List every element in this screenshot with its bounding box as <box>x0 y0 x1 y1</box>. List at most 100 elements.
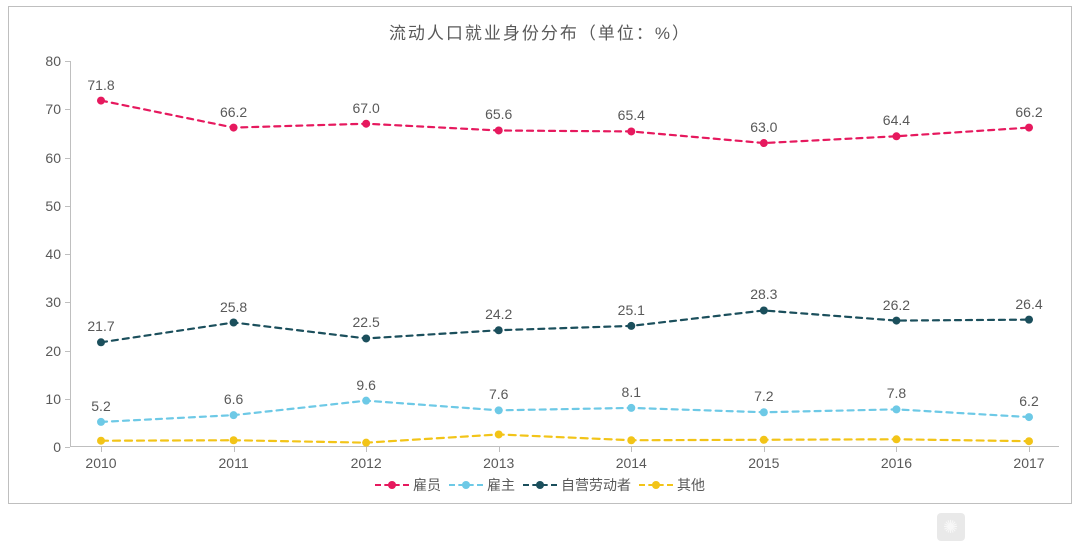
y-tick <box>65 206 70 207</box>
x-tick-label: 2015 <box>748 455 779 471</box>
x-tick-label: 2016 <box>881 455 912 471</box>
y-tick <box>65 447 70 448</box>
data-point <box>230 319 238 327</box>
y-tick-label: 40 <box>27 246 61 262</box>
data-point <box>495 326 503 334</box>
data-point <box>495 406 503 414</box>
data-point <box>97 418 105 426</box>
legend-swatch <box>449 478 483 492</box>
data-point <box>362 334 370 342</box>
data-label: 24.2 <box>485 306 512 322</box>
data-label: 5.2 <box>91 398 110 414</box>
data-label: 63.0 <box>750 119 777 135</box>
data-point <box>892 435 900 443</box>
data-label: 67.0 <box>353 100 380 116</box>
data-label: 7.6 <box>489 386 508 402</box>
y-tick-label: 80 <box>27 53 61 69</box>
data-point <box>760 436 768 444</box>
watermark-text: 城市数据派 <box>973 514 1068 540</box>
legend-swatch <box>523 478 557 492</box>
x-tick-label: 2012 <box>351 455 382 471</box>
y-tick-label: 70 <box>27 101 61 117</box>
legend-label: 雇员 <box>413 475 441 495</box>
data-point <box>230 436 238 444</box>
series-line <box>101 310 1029 342</box>
data-label: 6.2 <box>1019 393 1038 409</box>
data-point <box>362 120 370 128</box>
x-tick-label: 2014 <box>616 455 647 471</box>
x-tick <box>631 447 632 452</box>
x-tick <box>764 447 765 452</box>
data-point <box>892 132 900 140</box>
data-point <box>230 411 238 419</box>
y-tick-label: 0 <box>27 439 61 455</box>
legend-swatch <box>639 478 673 492</box>
data-point <box>495 126 503 134</box>
x-tick-label: 2017 <box>1013 455 1044 471</box>
y-tick <box>65 61 70 62</box>
data-point <box>627 404 635 412</box>
legend-item: 雇员 <box>375 475 441 495</box>
y-tick <box>65 302 70 303</box>
x-tick-label: 2013 <box>483 455 514 471</box>
legend-label: 自营劳动者 <box>561 475 631 495</box>
x-tick <box>101 447 102 452</box>
data-point <box>97 437 105 445</box>
legend-label: 其他 <box>677 475 705 495</box>
data-point <box>1025 124 1033 132</box>
plot-area: 0102030405060708020102011201220132014201… <box>71 61 1059 447</box>
data-label: 25.1 <box>618 302 645 318</box>
data-point <box>627 127 635 135</box>
x-tick <box>366 447 367 452</box>
x-tick-label: 2011 <box>219 455 249 471</box>
y-tick <box>65 399 70 400</box>
data-label: 22.5 <box>353 314 380 330</box>
data-point <box>230 124 238 132</box>
legend-item: 雇主 <box>449 475 515 495</box>
legend-label: 雇主 <box>487 475 515 495</box>
legend-swatch <box>375 478 409 492</box>
data-label: 64.4 <box>883 112 910 128</box>
data-label: 28.3 <box>750 286 777 302</box>
data-label: 26.4 <box>1015 296 1042 312</box>
data-point <box>97 97 105 105</box>
data-point <box>627 436 635 444</box>
data-point <box>627 322 635 330</box>
chart-title: 流动人口就业身份分布（单位：%） <box>9 7 1071 44</box>
x-tick-label: 2010 <box>85 455 116 471</box>
y-tick-label: 60 <box>27 150 61 166</box>
data-point <box>362 397 370 405</box>
wechat-icon: ✺ <box>937 513 965 541</box>
data-point <box>760 408 768 416</box>
data-point <box>97 338 105 346</box>
y-tick-label: 30 <box>27 294 61 310</box>
x-tick <box>499 447 500 452</box>
data-point <box>892 405 900 413</box>
data-point <box>1025 437 1033 445</box>
data-label: 8.1 <box>622 384 641 400</box>
chart-container: 流动人口就业身份分布（单位：%） 01020304050607080201020… <box>8 6 1072 504</box>
data-label: 9.6 <box>356 377 375 393</box>
data-point <box>495 430 503 438</box>
y-tick <box>65 254 70 255</box>
y-tick <box>65 109 70 110</box>
watermark: ✺ 城市数据派 <box>937 513 1068 541</box>
data-point <box>760 139 768 147</box>
data-point <box>1025 316 1033 324</box>
legend-item: 其他 <box>639 475 705 495</box>
data-label: 26.2 <box>883 297 910 313</box>
data-label: 66.2 <box>1015 104 1042 120</box>
y-tick <box>65 351 70 352</box>
data-point <box>1025 413 1033 421</box>
y-tick-label: 10 <box>27 391 61 407</box>
data-point <box>362 439 370 447</box>
data-point <box>760 306 768 314</box>
legend-item: 自营劳动者 <box>523 475 631 495</box>
x-tick <box>1029 447 1030 452</box>
series-line <box>101 434 1029 442</box>
data-label: 7.2 <box>754 388 773 404</box>
data-label: 6.6 <box>224 391 243 407</box>
y-tick <box>65 158 70 159</box>
data-label: 21.7 <box>87 318 114 334</box>
x-tick <box>896 447 897 452</box>
